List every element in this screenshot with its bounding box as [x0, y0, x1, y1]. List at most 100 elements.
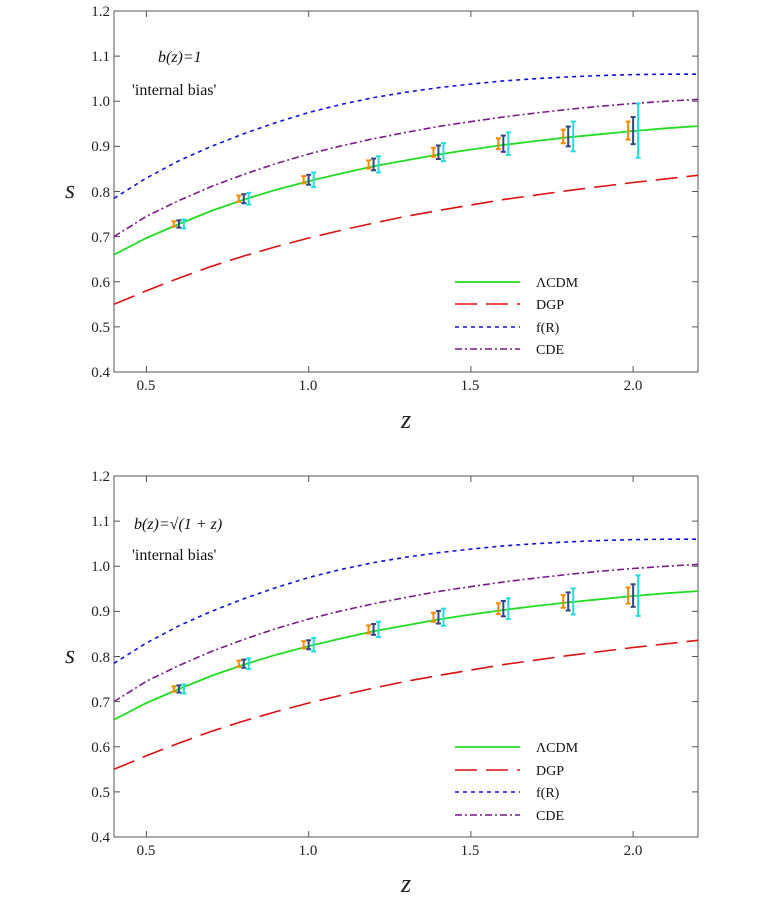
top-errorbar-7-0	[625, 120, 631, 141]
panel-top: 0.4 0.5 0.6 0.7 0.8 0.9 1.0 1.1 1.2 0.5 …	[65, 4, 699, 434]
top-errorbar-1-0	[236, 194, 242, 203]
bottom-errorbar-3-0	[366, 624, 372, 635]
top-curve-dgp	[113, 174, 699, 306]
bottom-legend-label-lcdm: ΛCDM	[536, 741, 579, 756]
top-errorbar-3-0	[366, 159, 372, 170]
bottom-errorbar-6-1	[565, 591, 571, 612]
bottom-ytick-7: 1.1	[91, 514, 110, 530]
top-errorbar-5-0	[495, 137, 501, 151]
top-xtick-2: 1.5	[461, 378, 480, 394]
bottom-internal-bias-note: 'internal bias'	[132, 547, 217, 564]
top-xtick-3: 2.0	[624, 378, 643, 394]
top-ytick-8: 1.2	[91, 4, 110, 20]
bottom-errorbar-3-2	[376, 620, 382, 639]
top-ytick-7: 1.1	[91, 49, 110, 65]
bottom-ytick-0: 0.4	[91, 830, 110, 846]
bottom-curve-fr	[113, 538, 698, 664]
top-legend-label-fr: f(R)	[536, 321, 560, 336]
top-legend-label-cde: CDE	[536, 343, 564, 358]
top-curve-lcdm	[113, 125, 699, 256]
bottom-legend-label-dgp: DGP	[536, 764, 564, 779]
bottom-errorbar-0-1	[176, 684, 182, 694]
top-bias-annotation: b(z)=1	[158, 49, 202, 66]
top-curve-cde	[113, 98, 699, 238]
bottom-xtick-3: 2.0	[624, 843, 643, 859]
bottom-xticks: 0.5 1.0 1.5 2.0	[137, 843, 643, 859]
top-xtick-1: 1.0	[299, 378, 318, 394]
bottom-errorbar-5-0	[495, 602, 501, 616]
top-grid-axes	[113, 10, 699, 373]
bottom-errorbar-1-2	[246, 657, 252, 671]
top-errorbar-7-2	[635, 102, 641, 159]
bottom-errorbar-6-2	[570, 587, 576, 616]
bottom-errorbar-7-0	[625, 586, 631, 605]
bottom-curve-lcdm	[113, 590, 699, 721]
top-errorbars	[171, 102, 641, 230]
bottom-ytick-5: 0.9	[91, 604, 110, 620]
bottom-ytick-4: 0.8	[91, 650, 110, 666]
top-xticks: 0.5 1.0 1.5 2.0	[137, 378, 643, 394]
top-ytick-4: 0.8	[91, 185, 110, 201]
top-errorbar-0-1	[176, 219, 182, 229]
top-xtick-0: 0.5	[137, 378, 156, 394]
bottom-ytick-2: 0.6	[91, 740, 110, 756]
top-errorbar-3-2	[376, 155, 382, 174]
bottom-errorbar-7-1	[630, 583, 636, 608]
bottom-errorbar-2-1	[306, 639, 312, 651]
top-errorbar-1-1	[241, 193, 247, 205]
bottom-errorbar-0-2	[181, 683, 187, 695]
top-curves	[113, 73, 699, 306]
bottom-legend-label-cde: CDE	[536, 809, 564, 824]
top-yticks: 0.4 0.5 0.6 0.7 0.8 0.9 1.0 1.1 1.2	[91, 4, 110, 381]
top-ytick-2: 0.6	[91, 275, 110, 291]
top-ytick-3: 0.7	[91, 230, 110, 246]
top-errorbar-6-2	[570, 120, 576, 153]
bottom-xtick-0: 0.5	[137, 843, 156, 859]
bottom-errorbar-2-2	[311, 636, 317, 653]
top-legend-label-lcdm: ΛCDM	[536, 276, 579, 291]
top-errorbar-4-0	[430, 146, 436, 158]
top-errorbar-7-1	[630, 116, 636, 146]
top-ytick-6: 1.0	[91, 94, 110, 110]
bottom-errorbar-6-0	[560, 594, 566, 609]
top-ytick-0: 0.4	[91, 365, 110, 381]
bottom-curve-cde	[113, 563, 699, 703]
bottom-errorbar-7-2	[635, 574, 641, 617]
top-errorbar-6-1	[565, 125, 571, 148]
top-legend: ΛCDM DGP f(R) CDE	[455, 276, 579, 358]
bottom-yticks: 0.4 0.5 0.6 0.7 0.8 0.9 1.0 1.1 1.2	[91, 469, 110, 846]
bottom-errorbar-3-1	[371, 623, 377, 636]
bottom-legend-label-fr: f(R)	[536, 786, 560, 801]
bottom-errorbar-5-2	[505, 597, 511, 621]
top-ytick-1: 0.5	[91, 320, 110, 336]
top-errorbar-2-2	[311, 171, 317, 188]
bottom-ytick-3: 0.7	[91, 695, 110, 711]
bottom-ytick-6: 1.0	[91, 559, 110, 575]
top-errorbar-6-0	[560, 128, 566, 145]
bottom-xtick-1: 1.0	[299, 843, 318, 859]
bottom-errorbar-4-2	[440, 607, 446, 627]
bottom-errorbar-2-0	[301, 640, 307, 650]
top-errorbar-0-2	[181, 218, 187, 230]
top-legend-label-dgp: DGP	[536, 298, 564, 313]
bottom-xtick-2: 1.5	[461, 843, 480, 859]
top-errorbar-0-0	[171, 220, 177, 228]
bottom-bias-annotation: b(z)=√(1 + z)	[134, 516, 222, 533]
bottom-curve-dgp	[113, 639, 699, 771]
bottom-errorbar-5-1	[500, 599, 506, 618]
bottom-errorbars	[171, 574, 641, 695]
top-errorbar-2-1	[306, 173, 312, 186]
bottom-errorbar-1-0	[236, 659, 242, 668]
top-errorbar-3-1	[371, 157, 377, 172]
bottom-curves	[113, 538, 699, 771]
bottom-ytick-1: 0.5	[91, 785, 110, 801]
top-errorbar-2-0	[301, 175, 307, 185]
top-ytick-5: 0.9	[91, 139, 110, 155]
bottom-errorbar-0-0	[171, 685, 177, 693]
panel-bottom: 0.4 0.5 0.6 0.7 0.8 0.9 1.0 1.1 1.2 0.5 …	[65, 469, 699, 898]
bottom-ytick-8: 1.2	[91, 469, 110, 485]
top-internal-bias-note: 'internal bias'	[132, 82, 217, 99]
bottom-errorbar-1-1	[241, 658, 247, 669]
bottom-errorbar-4-0	[430, 611, 436, 623]
